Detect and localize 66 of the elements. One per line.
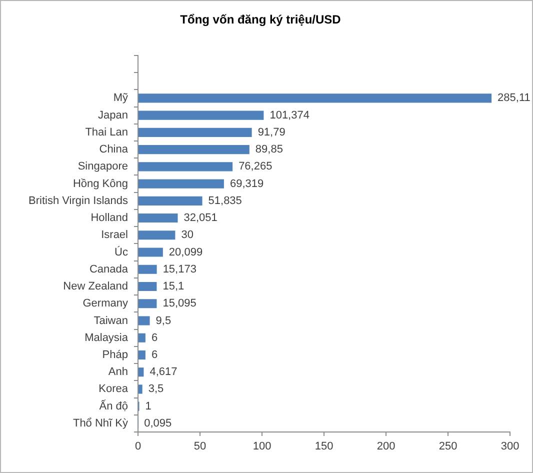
data-label: 69,319 <box>230 178 264 190</box>
y-tick-label: Germany <box>82 298 128 310</box>
y-tick-label: Thổ Nhĩ Kỳ <box>72 417 128 430</box>
y-tick-label: Singapore <box>78 160 128 173</box>
bar <box>138 333 146 342</box>
y-tick-label: Israel <box>101 229 128 242</box>
bar <box>138 230 176 240</box>
y-tick-label: British Virgin Islands <box>28 194 128 207</box>
data-label: 6 <box>151 349 158 361</box>
data-label: 285,11 <box>498 92 530 104</box>
y-tick-label: Thai Lan <box>85 126 128 138</box>
y-tick-label: Ấn độ <box>99 399 128 412</box>
data-label: 51,835 <box>208 194 242 207</box>
bar <box>138 350 146 360</box>
bar <box>138 110 264 120</box>
data-label: 30 <box>181 229 194 242</box>
y-tick-label: Canada <box>89 263 129 276</box>
data-label: 101,374 <box>270 109 310 122</box>
bar <box>138 179 224 188</box>
x-tick-label: 150 <box>314 440 334 453</box>
bar <box>138 368 144 377</box>
bar <box>138 128 252 137</box>
data-label: 76,265 <box>238 160 272 173</box>
x-tick-label: 200 <box>376 440 396 453</box>
y-tick-label: New Zealand <box>63 280 128 293</box>
y-tick-label: Malaysia <box>84 332 129 344</box>
bar <box>138 282 157 292</box>
bar <box>138 162 233 172</box>
data-label: 0,095 <box>144 417 172 430</box>
data-label: 1 <box>145 400 152 412</box>
y-tick-label: China <box>99 144 129 156</box>
bar <box>138 264 157 274</box>
y-tick-label: Japan <box>98 109 128 122</box>
bar <box>138 248 163 257</box>
data-label: 15,1 <box>162 280 184 293</box>
x-tick-label: 250 <box>438 440 458 453</box>
x-tick-label: 300 <box>500 440 520 453</box>
x-tick-label: 0 <box>134 440 142 453</box>
bar <box>138 94 492 103</box>
y-tick-label: Korea <box>98 383 129 396</box>
y-tick-label: Hồng Kông <box>72 178 128 190</box>
data-label: 91,79 <box>258 126 286 138</box>
chart-title: Tổng vốn đăng ký triệu/USD <box>180 12 342 27</box>
x-tick-label: 50 <box>194 440 206 453</box>
y-tick-label: Holland <box>90 212 128 224</box>
y-tick-label: Taiwan <box>94 314 128 327</box>
y-tick-label: Mỹ <box>113 92 128 104</box>
data-label: 15,173 <box>162 263 196 276</box>
data-label: 20,099 <box>168 246 203 258</box>
bar <box>138 384 142 394</box>
bar <box>138 145 250 154</box>
data-label: 6 <box>151 332 158 344</box>
bar <box>138 196 202 206</box>
bar <box>138 299 157 308</box>
data-label: 32,051 <box>184 212 218 224</box>
data-label: 4,617 <box>150 366 178 378</box>
y-tick-label: Pháp <box>102 349 128 361</box>
y-tick-label: Anh <box>108 366 128 378</box>
y-tick-label: Úc <box>114 245 128 258</box>
data-label: 89,85 <box>255 144 283 156</box>
data-label: 3,5 <box>148 383 164 396</box>
bar <box>138 316 150 326</box>
bar <box>138 213 178 223</box>
x-tick-label: 100 <box>252 440 272 453</box>
data-label: 15,095 <box>162 298 196 310</box>
data-label: 9,5 <box>156 314 172 327</box>
